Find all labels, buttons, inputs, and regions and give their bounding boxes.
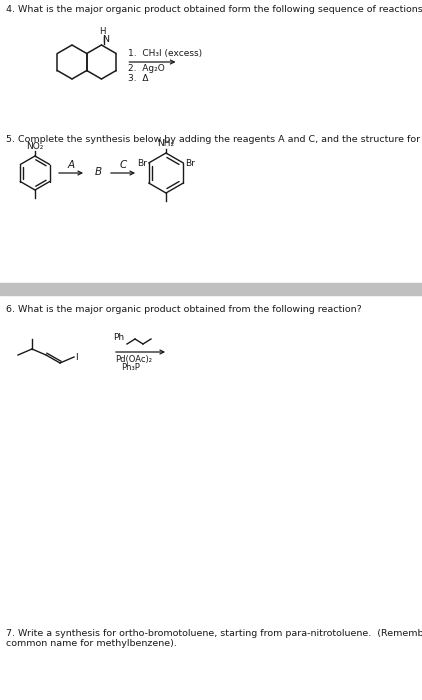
Text: 5. Complete the synthesis below by adding the reagents A and C, and the structur: 5. Complete the synthesis below by addin… — [6, 135, 422, 144]
Text: Ph: Ph — [113, 333, 124, 342]
Text: Br: Br — [137, 158, 147, 167]
Text: 2.  Ag₂O: 2. Ag₂O — [128, 64, 165, 73]
Text: NO₂: NO₂ — [26, 142, 44, 151]
Text: 7. Write a synthesis for ortho-bromotoluene, starting from para-nitrotoluene.  (: 7. Write a synthesis for ortho-bromotolu… — [6, 629, 422, 648]
Text: 6. What is the major organic product obtained from the following reaction?: 6. What is the major organic product obt… — [6, 305, 362, 314]
Bar — [0, 283, 422, 295]
Text: A: A — [68, 160, 75, 170]
Text: Pd(OAc)₂: Pd(OAc)₂ — [115, 355, 152, 364]
Text: H: H — [99, 27, 106, 36]
Text: C: C — [119, 160, 127, 170]
Text: N: N — [103, 35, 109, 44]
Text: 1.  CH₃I (excess): 1. CH₃I (excess) — [128, 49, 203, 58]
Text: B: B — [95, 167, 102, 177]
Text: 3.  Δ: 3. Δ — [128, 74, 149, 83]
Text: Br: Br — [185, 158, 195, 167]
Text: I: I — [75, 353, 78, 361]
Text: NH₂: NH₂ — [157, 139, 175, 148]
Text: 4. What is the major organic product obtained form the following sequence of rea: 4. What is the major organic product obt… — [6, 5, 422, 14]
Text: Ph₃P: Ph₃P — [121, 363, 140, 372]
